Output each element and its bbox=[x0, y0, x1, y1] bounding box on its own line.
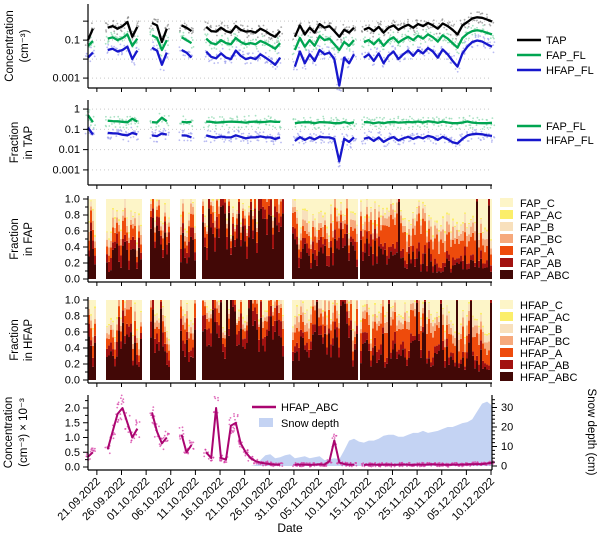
legend-item-FAP_C: FAP_C bbox=[500, 198, 555, 210]
y-tick-label: 1 bbox=[74, 104, 80, 116]
HFAP_FL-line bbox=[87, 127, 493, 163]
fraction-in-hfap-ylabel-0: Fraction bbox=[9, 319, 21, 361]
legend-item-FAP_FL: FAP_FL bbox=[517, 50, 586, 62]
concentration-ylabel-1: (cm⁻³) bbox=[19, 29, 31, 62]
legend-item-HFAP_ABC: HFAP_ABC bbox=[500, 372, 578, 384]
svg-text:FAP_FL: FAP_FL bbox=[546, 121, 586, 133]
y-tick-label: 0.01 bbox=[59, 144, 80, 156]
y-tick-label: 0.1 bbox=[65, 124, 80, 136]
svg-text:FAP_AC: FAP_AC bbox=[520, 210, 562, 222]
legend-item-FAP_FL: FAP_FL bbox=[517, 121, 586, 133]
legend-item-FAP_BC: FAP_BC bbox=[500, 234, 562, 246]
y-tick-label: 0.1 bbox=[65, 35, 80, 47]
y-tick-label: 1.0 bbox=[65, 432, 80, 444]
legend-item-HFAP_AC: HFAP_AC bbox=[500, 312, 570, 324]
svg-text:HFAP_ABC: HFAP_ABC bbox=[520, 372, 578, 384]
y-tick-label: 2.0 bbox=[65, 403, 80, 415]
svg-text:FAP_BC: FAP_BC bbox=[520, 234, 562, 246]
snow-depth-axis-label: Snow depth (cm) bbox=[585, 389, 597, 476]
date-axis-title: Date bbox=[277, 521, 303, 535]
legend-item-HFAP_FL: HFAP_FL bbox=[517, 135, 594, 147]
fraction-in-hfap-ylabel-1: in HFAP bbox=[23, 319, 35, 362]
y-tick-label: 0.8 bbox=[65, 210, 80, 222]
svg-text:HFAP_ABC: HFAP_ABC bbox=[281, 402, 339, 414]
y-tick-label: 0.0 bbox=[65, 462, 80, 474]
y-tick-label: 0.6 bbox=[65, 226, 80, 238]
legend-item-HFAP_AB: HFAP_AB bbox=[500, 360, 570, 372]
y-tick-label: 0.0 bbox=[65, 274, 80, 286]
legend-item-TAP: TAP bbox=[517, 35, 567, 47]
y-tick-label: 1.0 bbox=[65, 194, 80, 206]
hfap-abc-line bbox=[87, 407, 493, 466]
legend-item-FAP_AC: FAP_AC bbox=[500, 210, 562, 222]
y-tick-label: 0.2 bbox=[65, 258, 80, 270]
legend-item-FAP_B: FAP_B bbox=[500, 222, 554, 234]
legend-item-HFAP_A: HFAP_A bbox=[500, 348, 563, 360]
svg-text:FAP_AB: FAP_AB bbox=[520, 258, 562, 270]
legend-item-HFAP_ABC: HFAP_ABC bbox=[252, 402, 339, 414]
concentration-hfap-abc-ylabel-1: (cm⁻³) × 10⁻³ bbox=[18, 398, 30, 467]
y-tick-label: 0.001 bbox=[52, 73, 80, 85]
svg-text:HFAP_FL: HFAP_FL bbox=[546, 65, 594, 77]
legend-item-HFAP_B: HFAP_B bbox=[500, 324, 562, 336]
fraction-in-fap-ylabel-1: in FAP bbox=[23, 222, 35, 256]
svg-text:Snow depth: Snow depth bbox=[281, 418, 339, 430]
snow-depth-area bbox=[250, 401, 492, 466]
svg-text:HFAP_AC: HFAP_AC bbox=[520, 312, 570, 324]
y-tick-label: 0.5 bbox=[65, 447, 80, 459]
y-tick-label: 0.6 bbox=[65, 327, 80, 339]
concentration-hfap-abc-ylabel-0: Concentration bbox=[3, 397, 15, 469]
FAP_FL-line bbox=[87, 29, 493, 52]
svg-text:TAP: TAP bbox=[546, 35, 567, 47]
axes-fraction-in-fap: 0.0 0.2 0.4 0.6 0.8 1.0 Fraction in FAP bbox=[9, 194, 492, 286]
panel-fraction-in-fap bbox=[88, 199, 492, 279]
snow-tick-label: 30 bbox=[501, 402, 513, 414]
svg-text:FAP_C: FAP_C bbox=[520, 198, 555, 210]
legend-item-FAP_A: FAP_A bbox=[500, 246, 555, 258]
legend-item-HFAP_FL: HFAP_FL bbox=[517, 65, 594, 77]
fraction-in-tap-ylabel-1: in TAP bbox=[23, 125, 35, 159]
axes-fraction-in-tap: 1 0.1 0.01 0.001 Fraction in TAP bbox=[9, 100, 492, 189]
y-tick-label: 0.4 bbox=[65, 242, 80, 254]
panel-fraction-in-hfap bbox=[88, 300, 492, 380]
svg-text:HFAP_BC: HFAP_BC bbox=[520, 336, 570, 348]
snow-tick-label: 10 bbox=[501, 441, 513, 453]
concentration-ylabel-0: Concentration bbox=[4, 10, 16, 82]
legend-item-FAP_AB: FAP_AB bbox=[500, 258, 562, 270]
svg-text:FAP_A: FAP_A bbox=[520, 246, 555, 258]
axes-fraction-in-hfap: 0.0 0.2 0.4 0.6 0.8 1.0 Fraction in HFAP bbox=[9, 295, 492, 387]
y-tick-label: 1.5 bbox=[65, 417, 80, 429]
panel-concentration bbox=[84, 11, 496, 92]
y-tick-label: 0.8 bbox=[65, 311, 80, 323]
svg-text:HFAP_C: HFAP_C bbox=[520, 300, 563, 312]
svg-text:HFAP_FL: HFAP_FL bbox=[546, 135, 594, 147]
fraction-in-tap-ylabel-0: Fraction bbox=[9, 122, 21, 164]
y-tick-label: 0.001 bbox=[52, 164, 80, 176]
svg-text:FAP_FL: FAP_FL bbox=[546, 50, 586, 62]
svg-text:HFAP_AB: HFAP_AB bbox=[520, 360, 570, 372]
TAP-line bbox=[86, 16, 493, 44]
svg-text:HFAP_A: HFAP_A bbox=[520, 348, 563, 360]
y-tick-label: 0.4 bbox=[65, 343, 80, 355]
axes-concentration: 0.1 0.001 Concentration (cm⁻³) bbox=[4, 4, 492, 92]
y-tick-label: 0.2 bbox=[65, 359, 80, 371]
HFAP_FL-line bbox=[87, 39, 493, 87]
snow-tick-label: 20 bbox=[501, 422, 513, 434]
FAP_FL-line bbox=[87, 114, 493, 125]
svg-text:HFAP_B: HFAP_B bbox=[520, 324, 562, 336]
snow-tick-label: 0 bbox=[501, 461, 507, 473]
legend-item-HFAP_C: HFAP_C bbox=[500, 300, 563, 312]
panel-concentration-hfap-abc bbox=[85, 394, 495, 468]
legend-item-HFAP_BC: HFAP_BC bbox=[500, 336, 570, 348]
legend-item-Snow depth: Snow depth bbox=[259, 418, 339, 430]
y-tick-label: 1.0 bbox=[65, 295, 80, 307]
y-tick-label: 0.0 bbox=[65, 375, 80, 387]
legend-item-FAP_ABC: FAP_ABC bbox=[500, 270, 570, 282]
svg-text:FAP_B: FAP_B bbox=[520, 222, 554, 234]
panel-fraction-in-tap bbox=[84, 108, 496, 171]
fraction-in-fap-ylabel-0: Fraction bbox=[9, 218, 21, 260]
svg-text:FAP_ABC: FAP_ABC bbox=[520, 270, 570, 282]
